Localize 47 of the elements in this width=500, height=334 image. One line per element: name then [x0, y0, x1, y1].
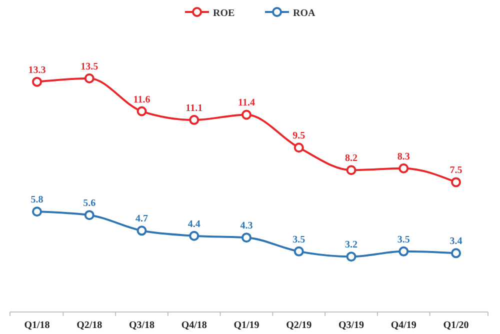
data-label: 11.1 — [186, 102, 203, 114]
data-label: 3.4 — [450, 236, 462, 248]
data-label: 4.4 — [188, 218, 200, 230]
point — [136, 226, 147, 236]
data-label: 5.8 — [30, 194, 44, 206]
data-label: 4.3 — [240, 220, 253, 232]
legend-label: ROA — [293, 8, 316, 19]
legend-label: ROE — [213, 8, 235, 19]
x-tick-label: Q1/19 — [234, 320, 260, 331]
point — [294, 142, 304, 153]
point — [346, 165, 356, 176]
data-label: 4.7 — [136, 214, 148, 225]
data-label: 8.3 — [397, 151, 410, 162]
x-tick-label: Q4/19 — [390, 320, 416, 331]
data-label: 9.5 — [292, 130, 306, 142]
x-tick-label: Q3/19 — [338, 320, 364, 331]
data-label: 3.5 — [292, 234, 306, 246]
point — [346, 252, 356, 262]
point — [398, 246, 409, 256]
x-tick-label: Q1/20 — [443, 320, 469, 331]
point — [32, 76, 42, 87]
point — [242, 232, 252, 243]
x-tick-label: Q2/18 — [76, 320, 102, 331]
point — [84, 210, 94, 220]
point — [398, 163, 409, 174]
data-label: 13.5 — [80, 61, 98, 72]
point — [242, 110, 252, 120]
x-tick-label: Q3/18 — [128, 320, 155, 331]
x-tick-label: Q1/18 — [24, 320, 50, 331]
x-tick-label: Q2/19 — [286, 320, 312, 331]
point — [451, 248, 461, 258]
data-label: 5.6 — [83, 198, 96, 210]
point — [32, 206, 42, 217]
point — [136, 106, 147, 116]
point — [189, 230, 200, 241]
data-label: 11.4 — [238, 98, 255, 109]
data-label: 3.2 — [345, 240, 358, 251]
data-label: 3.5 — [397, 234, 410, 246]
data-label: 13.3 — [28, 64, 46, 76]
x-tick-label: Q4/18 — [181, 320, 207, 331]
point — [294, 246, 304, 256]
point — [84, 73, 94, 84]
data-label: 7.5 — [450, 165, 462, 176]
data-label: 11.6 — [133, 94, 150, 106]
data-label: 8.2 — [345, 153, 358, 164]
point — [189, 114, 200, 125]
point — [451, 177, 461, 188]
